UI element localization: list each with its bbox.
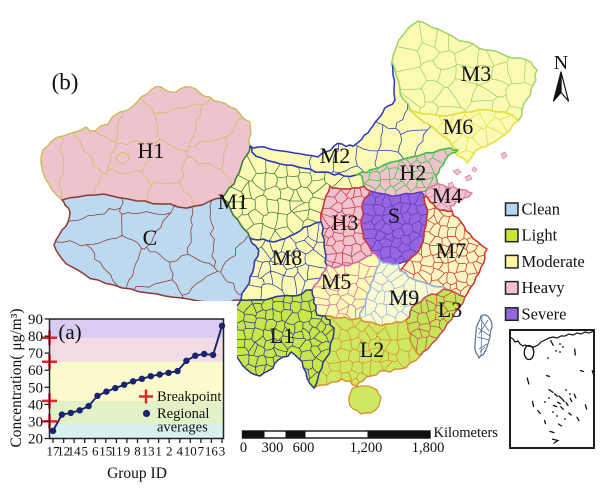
svg-text:4: 4 (177, 444, 184, 459)
svg-text:H3: H3 (332, 210, 359, 235)
svg-text:M2: M2 (320, 143, 351, 168)
svg-text:70: 70 (28, 346, 43, 362)
svg-text:11: 11 (110, 444, 123, 459)
svg-text:N: N (554, 52, 568, 74)
svg-text:Severe: Severe (522, 304, 567, 323)
svg-text:Regional: Regional (157, 406, 209, 422)
svg-text:Concentration( μg/m³): Concentration( μg/m³) (8, 308, 25, 447)
svg-text:2: 2 (166, 444, 173, 459)
svg-text:12: 12 (57, 444, 70, 459)
svg-text:5: 5 (81, 444, 88, 459)
svg-text:16: 16 (205, 444, 219, 459)
svg-text:40: 40 (28, 397, 43, 413)
svg-text:M7: M7 (436, 238, 467, 263)
svg-text:1,200: 1,200 (350, 440, 383, 456)
svg-text:M6: M6 (443, 114, 474, 139)
svg-text:80: 80 (28, 329, 43, 345)
svg-text:60: 60 (28, 363, 43, 379)
svg-text:H2: H2 (400, 160, 427, 185)
svg-text:90: 90 (28, 312, 43, 328)
svg-text:6: 6 (92, 444, 99, 459)
svg-text:L2: L2 (360, 337, 384, 362)
svg-text:H1: H1 (138, 138, 165, 163)
svg-text:(a): (a) (58, 320, 81, 344)
svg-text:7: 7 (198, 444, 205, 459)
svg-text:M9: M9 (389, 285, 420, 310)
svg-text:Group ID: Group ID (107, 465, 167, 482)
svg-text:averages: averages (157, 420, 208, 436)
svg-text:600: 600 (293, 440, 315, 456)
svg-text:10: 10 (184, 444, 197, 459)
svg-text:Kilometers: Kilometers (434, 425, 499, 441)
svg-text:1,800: 1,800 (412, 440, 445, 456)
svg-text:13: 13 (142, 444, 155, 459)
svg-text:Light: Light (522, 226, 558, 245)
svg-text:(b): (b) (52, 69, 79, 94)
svg-text:L1: L1 (270, 323, 294, 348)
svg-text:17: 17 (47, 444, 61, 459)
svg-text:Heavy: Heavy (522, 278, 566, 297)
svg-text:0: 0 (240, 440, 247, 456)
svg-text:15: 15 (99, 444, 112, 459)
svg-text:1: 1 (155, 444, 162, 459)
svg-text:20: 20 (28, 432, 43, 448)
svg-text:14: 14 (68, 444, 82, 459)
svg-text:3: 3 (219, 444, 226, 459)
svg-text:C: C (143, 225, 158, 250)
svg-text:300: 300 (262, 440, 284, 456)
svg-text:L3: L3 (438, 297, 462, 322)
svg-text:M5: M5 (321, 269, 352, 294)
svg-text:M4: M4 (432, 183, 463, 208)
svg-text:50: 50 (28, 380, 43, 396)
svg-text:S: S (388, 203, 400, 228)
svg-text:8: 8 (134, 444, 141, 459)
svg-text:Moderate: Moderate (522, 252, 585, 271)
svg-text:M1: M1 (218, 189, 249, 214)
svg-text:Clean: Clean (522, 200, 561, 219)
svg-text:Breakpoint: Breakpoint (157, 389, 221, 405)
svg-text:9: 9 (124, 444, 131, 459)
svg-text:M8: M8 (272, 245, 303, 270)
svg-text:M3: M3 (461, 61, 492, 86)
svg-text:30: 30 (28, 414, 43, 430)
